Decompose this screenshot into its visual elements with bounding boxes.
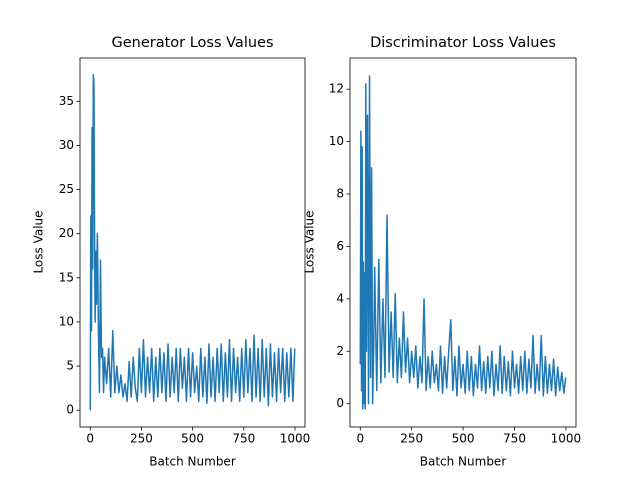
x-tick-label: 750 <box>503 432 526 446</box>
y-tick-label: 12 <box>329 82 344 96</box>
y-tick-label: 25 <box>59 182 74 196</box>
y-axis-label: Loss Value <box>303 210 317 273</box>
x-tick-label: 500 <box>452 432 475 446</box>
x-tick-label: 750 <box>232 432 255 446</box>
y-axis-label: Loss Value <box>32 210 46 273</box>
y-tick-label: 10 <box>329 134 344 148</box>
y-tick-label: 0 <box>336 396 344 410</box>
x-tick-label: 250 <box>400 432 423 446</box>
y-tick-label: 20 <box>59 226 74 240</box>
y-tick-label: 0 <box>66 403 74 417</box>
y-tick-label: 4 <box>336 291 344 305</box>
loss-line <box>89 74 296 411</box>
y-tick-label: 8 <box>336 187 344 201</box>
x-tick-label: 1000 <box>280 432 311 446</box>
y-tick-label: 2 <box>336 344 344 358</box>
chart-title: Generator Loss Values <box>111 35 273 51</box>
y-tick-label: 35 <box>59 94 74 108</box>
x-tick-label: 250 <box>130 432 153 446</box>
y-tick-label: 15 <box>59 270 74 284</box>
y-tick-label: 5 <box>66 359 74 373</box>
x-axis-label: Batch Number <box>420 455 507 469</box>
chart-title: Discriminator Loss Values <box>370 35 556 51</box>
x-tick-label: 500 <box>181 432 204 446</box>
loss-line <box>359 75 567 410</box>
x-tick-label: 0 <box>356 432 364 446</box>
x-tick-label: 0 <box>86 432 94 446</box>
y-tick-label: 6 <box>336 239 344 253</box>
x-axis-label: Batch Number <box>149 455 236 469</box>
y-tick-label: 30 <box>59 138 74 152</box>
x-tick-label: 1000 <box>551 432 582 446</box>
y-tick-label: 10 <box>59 314 74 328</box>
